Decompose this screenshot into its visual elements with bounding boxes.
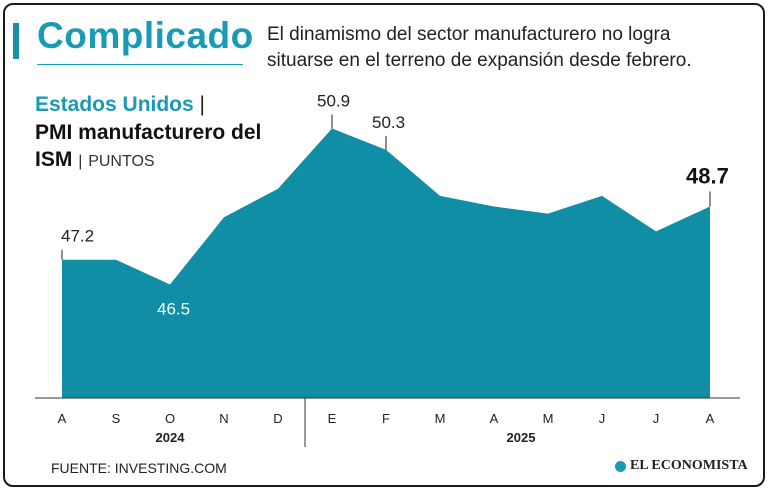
x-tick-label-9: M (543, 411, 554, 426)
x-tick-label-0: A (58, 411, 67, 426)
data-label-12: 48.7 (686, 164, 729, 189)
data-label-2: 46.5 (157, 300, 190, 319)
year-label-2025: 2025 (507, 430, 536, 445)
units-label: PUNTOS (88, 153, 155, 170)
data-label-0: 47.2 (61, 227, 94, 246)
brand-logo: EL ECONOMISTA (615, 458, 748, 474)
x-tick-label-8: A (490, 411, 499, 426)
year-label-2024: 2024 (156, 430, 186, 445)
data-label-5: 50.9 (317, 92, 350, 111)
x-tick-label-4: D (273, 411, 282, 426)
title-accent-bar (13, 23, 19, 59)
pmi-area-chart: A S O N D E F M A M J J A 2024 2025 47.2 46.5 50.9 50.3 48.… (35, 92, 740, 447)
chart-country: Estados Unidos | (35, 93, 205, 117)
country-separator: | (199, 93, 206, 116)
x-tick-label-12: A (706, 411, 715, 426)
x-tick-label-6: F (382, 411, 390, 426)
data-label-6: 50.3 (372, 113, 405, 132)
units-separator: | (78, 153, 83, 170)
indicator-label: PMI manufacturero del ISM (35, 121, 262, 171)
x-tick-label-3: N (219, 411, 228, 426)
x-tick-label-7: M (435, 411, 446, 426)
page-title: Complicado (37, 15, 254, 56)
title-underline (37, 64, 243, 65)
brand-logo-icon (615, 460, 626, 472)
country-label: Estados Unidos (35, 93, 194, 116)
x-tick-label-11: J (653, 411, 660, 426)
x-tick-label-10: J (599, 411, 606, 426)
subtitle: El dinamismo del sector manufacturero no… (267, 24, 692, 71)
pmi-area (62, 128, 710, 398)
brand-name: EL ECONOMISTA (630, 458, 748, 473)
x-tick-label-2: O (165, 411, 175, 426)
x-tick-label-1: S (112, 411, 121, 426)
infographic-frame: Complicado El dinamismo del sector manuf… (3, 3, 765, 487)
source-note: FUENTE: INVESTING.COM (51, 460, 227, 476)
chart-indicator: PMI manufacturero del ISM | PUNTOS (35, 119, 275, 175)
x-tick-label-5: E (328, 411, 337, 426)
